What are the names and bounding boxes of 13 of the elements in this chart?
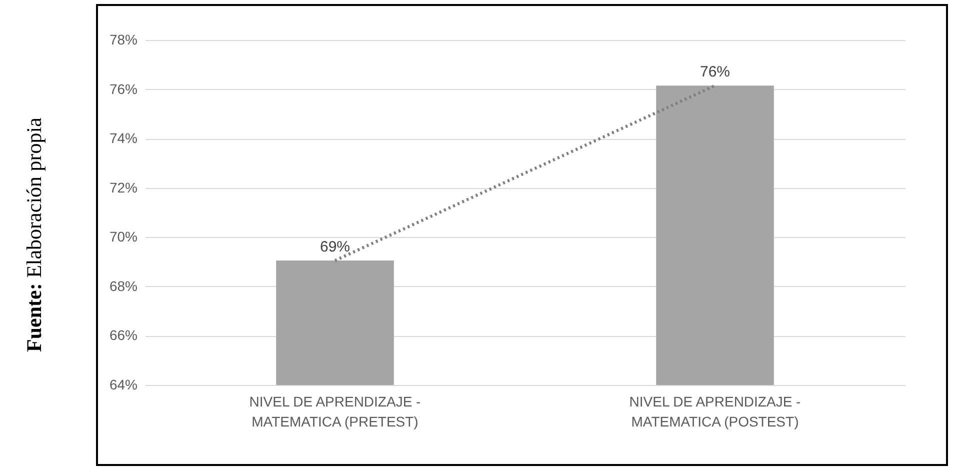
y-tick-label: 78% <box>109 32 138 48</box>
y-tick-label: 68% <box>109 278 138 294</box>
y-tick-label: 64% <box>109 376 138 392</box>
y-tick-label: 72% <box>109 179 138 196</box>
y-tick-label: 70% <box>109 228 138 245</box>
x-tick-label: NIVEL DE APRENDIZAJE - MATEMATICA (PRETEST) <box>249 394 422 430</box>
y-tick-label: 66% <box>109 327 138 344</box>
y-tick-label: 74% <box>109 130 138 146</box>
data-label: 69% <box>320 238 350 256</box>
x-tick-label: NIVEL DE APRENDIZAJE - MATEMATICA (POSTEST) <box>629 394 802 430</box>
data-label: 76% <box>700 64 730 81</box>
y-tick-label: 76% <box>109 80 138 97</box>
source-note: Fuente: Elaboración propia <box>22 116 47 354</box>
